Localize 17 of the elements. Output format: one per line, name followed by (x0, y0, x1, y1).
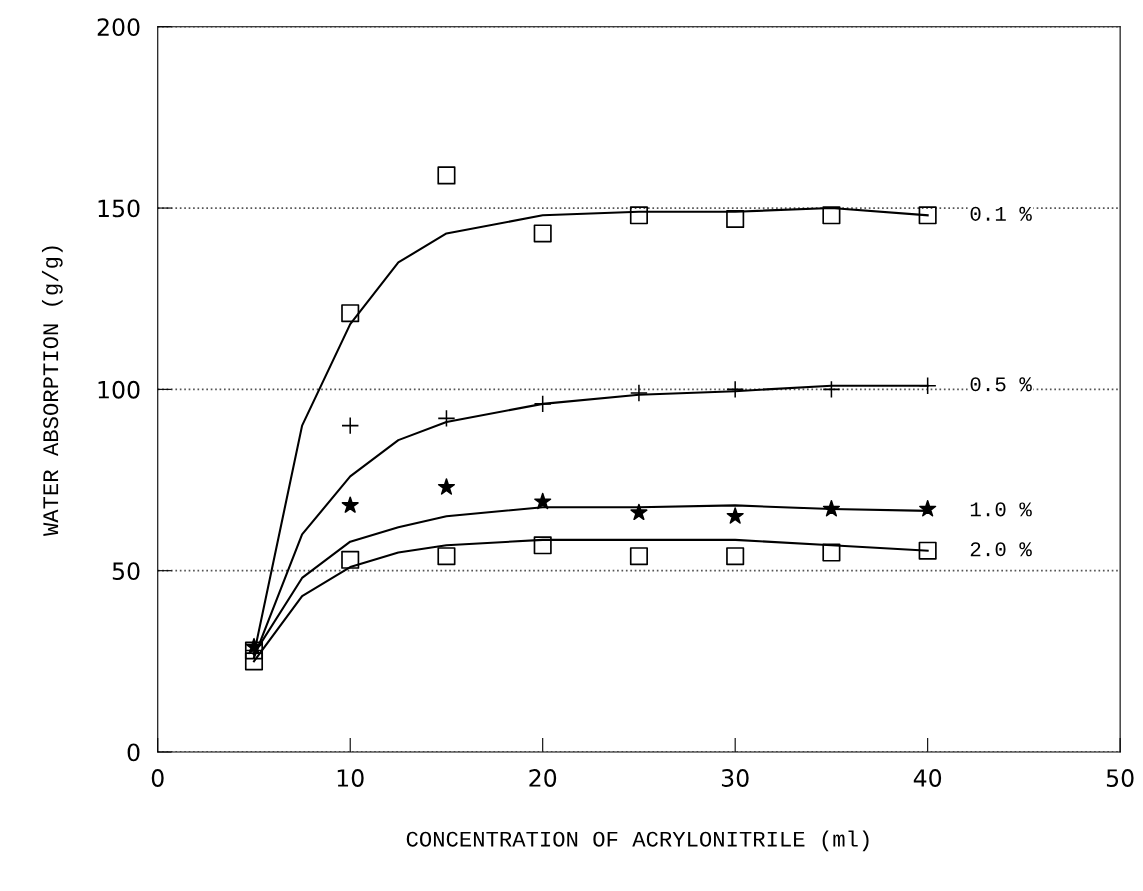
y-tick-label: 150 (98, 199, 140, 218)
text: 0.5 % (970, 377, 1032, 392)
x-tick-label: 0 (151, 769, 164, 787)
x-tick-label: 40 (913, 769, 942, 787)
text: 0.1 % (970, 206, 1032, 221)
x-axis-title: CONCENTRATION OF ACRYLONITRILE (ml) (406, 830, 869, 852)
y-tick-label: 200 (97, 18, 140, 37)
x-tick-label: 20 (529, 769, 557, 787)
y-tick-label: 50 (112, 562, 140, 580)
y-axis-title: WATER ABSORPTION (g/g) (41, 246, 63, 537)
text: 2.0 % (970, 542, 1032, 557)
x-tick-label: 10 (337, 769, 364, 787)
y-tick-label: 0 (127, 743, 140, 762)
text: 1.0 % (970, 502, 1032, 517)
x-tick-label: 50 (1106, 769, 1134, 787)
y-tick-label: 100 (98, 380, 140, 399)
x-tick-label: 30 (721, 769, 749, 787)
